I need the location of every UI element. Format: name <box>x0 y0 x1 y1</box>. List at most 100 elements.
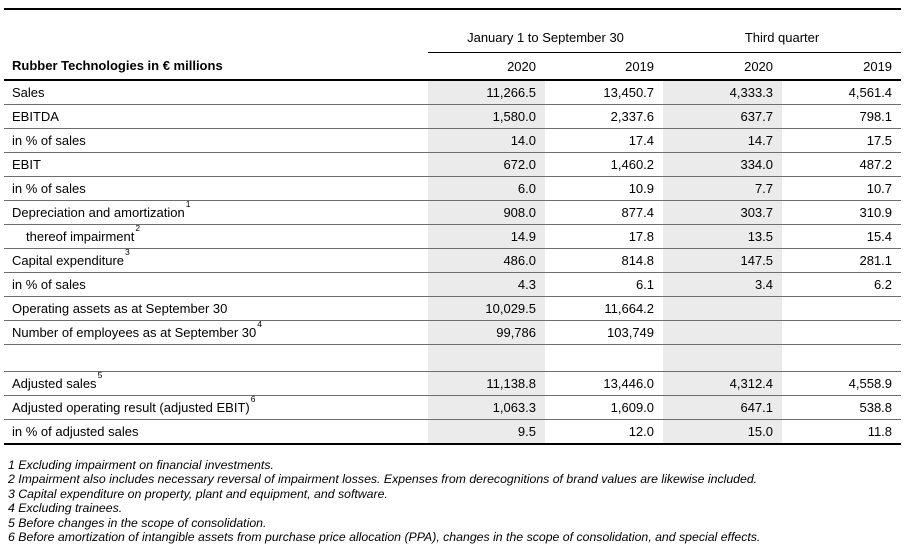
cell-value: 14.7 <box>663 128 783 153</box>
footnote-3: 3 Capital expenditure on property, plant… <box>8 486 388 501</box>
table-row: in % of sales 14.0 17.4 14.7 17.5 <box>4 128 902 153</box>
cell-value: 13.5 <box>663 224 783 249</box>
cell-value: 103,749 <box>545 320 664 345</box>
cell-value: 310.9 <box>782 200 902 225</box>
cell-value: 14.0 <box>428 128 545 153</box>
row-label: in % of adjusted sales <box>4 419 428 445</box>
table-row: Operating assets as at September 30 10,02… <box>4 296 902 321</box>
year-header-2019-q3: 2019 <box>782 52 902 81</box>
year-header-2020-q3: 2020 <box>663 52 783 81</box>
cell-value: 486.0 <box>428 248 545 273</box>
table-row: Adjusted operating result (adjusted EBIT… <box>4 395 902 420</box>
row-label: thereof impairment2 <box>4 224 428 249</box>
cell-value <box>782 296 902 321</box>
cell-value: 11.8 <box>782 419 902 445</box>
corner-cell <box>4 9 428 53</box>
cell-value: 9.5 <box>428 419 545 445</box>
table-row: Sales 11,266.5 13,450.7 4,333.3 4,561.4 <box>4 80 902 105</box>
row-label: Adjusted operating result (adjusted EBIT… <box>4 395 428 420</box>
cell-value: 1,460.2 <box>545 152 664 177</box>
cell-value <box>782 320 902 345</box>
table-row: Number of employees as at September 304 9… <box>4 320 902 345</box>
cell-value: 10.7 <box>782 176 902 201</box>
cell-value: 877.4 <box>545 200 664 225</box>
cell-value: 14.9 <box>428 224 545 249</box>
row-label: Adjusted sales5 <box>4 371 428 396</box>
row-label: Depreciation and amortization1 <box>4 200 428 225</box>
rubber-technologies-table: January 1 to September 30 Third quarter … <box>4 8 902 445</box>
table-row: in % of sales 4.3 6.1 3.4 6.2 <box>4 272 902 297</box>
cell-value: 487.2 <box>782 152 902 177</box>
cell-value <box>663 344 783 372</box>
cell-value: 4,312.4 <box>663 371 783 396</box>
cell-value: 334.0 <box>663 152 783 177</box>
cell-value: 4,558.9 <box>782 371 902 396</box>
footnote-ref: 3 <box>125 248 130 257</box>
footnote-ref: 5 <box>97 371 103 380</box>
cell-value <box>782 344 902 372</box>
row-label: Sales <box>4 80 428 105</box>
footnote-ref: 2 <box>135 224 141 233</box>
table-body: Sales 11,266.5 13,450.7 4,333.3 4,561.4 EBITD… <box>4 80 902 445</box>
cell-value: 1,063.3 <box>428 395 545 420</box>
table-row: EBITDA 1,580.0 2,337.6 637.7 798.1 <box>4 104 902 129</box>
cell-value: 814.8 <box>545 248 664 273</box>
cell-value: 17.4 <box>545 128 664 153</box>
cell-value: 303.7 <box>663 200 783 225</box>
cell-value: 13,450.7 <box>545 80 664 105</box>
cell-value: 1,609.0 <box>545 395 664 420</box>
table-row: in % of adjusted sales 9.5 12.0 15.0 11.8 <box>4 419 902 445</box>
row-label: Capital expenditure3 <box>4 248 428 273</box>
footnote-2: 2 Impairment also includes necessary rev… <box>8 472 758 487</box>
cell-value <box>545 344 664 372</box>
cell-value: 281.1 <box>782 248 902 273</box>
row-label: in % of sales <box>4 272 428 297</box>
cell-value: 10.9 <box>545 176 664 201</box>
table-row: EBIT 672.0 1,460.2 334.0 487.2 <box>4 152 902 177</box>
cell-value: 15.4 <box>782 224 902 249</box>
cell-value: 7.7 <box>663 176 783 201</box>
footnote-5: 5 Before changes in the scope of consoli… <box>8 515 267 530</box>
footnote-ref: 4 <box>257 320 262 329</box>
cell-value: 647.1 <box>663 395 783 420</box>
cell-value: 17.5 <box>782 128 902 153</box>
spacer-row <box>4 344 902 372</box>
row-label: EBITDA <box>4 104 428 129</box>
cell-value: 11,138.8 <box>428 371 545 396</box>
cell-value: 4,561.4 <box>782 80 902 105</box>
cell-value: 3.4 <box>663 272 783 297</box>
row-label: EBIT <box>4 152 428 177</box>
cell-value: 10,029.5 <box>428 296 545 321</box>
cell-value: 13,446.0 <box>545 371 664 396</box>
row-label: Operating assets as at September 30 <box>4 296 428 321</box>
table-row: thereof impairment2 14.9 17.8 13.5 15.4 <box>4 224 902 249</box>
column-group-jan-sep: January 1 to September 30 <box>428 9 664 53</box>
cell-value: 17.8 <box>545 224 664 249</box>
table-row: Depreciation and amortization1 908.0 877.4… <box>4 200 902 225</box>
table-row: in % of sales 6.0 10.9 7.7 10.7 <box>4 176 902 201</box>
cell-value: 15.0 <box>663 419 783 445</box>
cell-value: 4.3 <box>428 272 545 297</box>
cell-value: 12.0 <box>545 419 664 445</box>
cell-value: 147.5 <box>663 248 783 273</box>
cell-value <box>428 344 545 372</box>
row-label: Number of employees as at September 304 <box>4 320 428 345</box>
cell-value: 672.0 <box>428 152 545 177</box>
footnote-ref: 1 <box>185 200 191 209</box>
cell-value: 11,664.2 <box>545 296 664 321</box>
table-title: Rubber Technologies in € millions <box>4 52 428 81</box>
cell-value: 2,337.6 <box>545 104 664 129</box>
footnote-6: 6 Before amortization of intangible asse… <box>8 530 761 545</box>
table-row: Adjusted sales5 11,138.8 13,446.0 4,312.4 4,… <box>4 371 902 396</box>
footnote-1: 1 Excluding impairment on financial inve… <box>8 458 274 472</box>
footnotes-section: 1 Excluding impairment on financial inve… <box>8 458 901 544</box>
cell-value: 6.2 <box>782 272 902 297</box>
cell-value: 11,266.5 <box>428 80 545 105</box>
cell-value: 1,580.0 <box>428 104 545 129</box>
row-label: in % of sales <box>4 176 428 201</box>
year-header-2019-9m: 2019 <box>545 52 664 81</box>
row-label: in % of sales <box>4 128 428 153</box>
footnote-ref: 6 <box>250 395 256 404</box>
cell-value: 538.8 <box>782 395 902 420</box>
